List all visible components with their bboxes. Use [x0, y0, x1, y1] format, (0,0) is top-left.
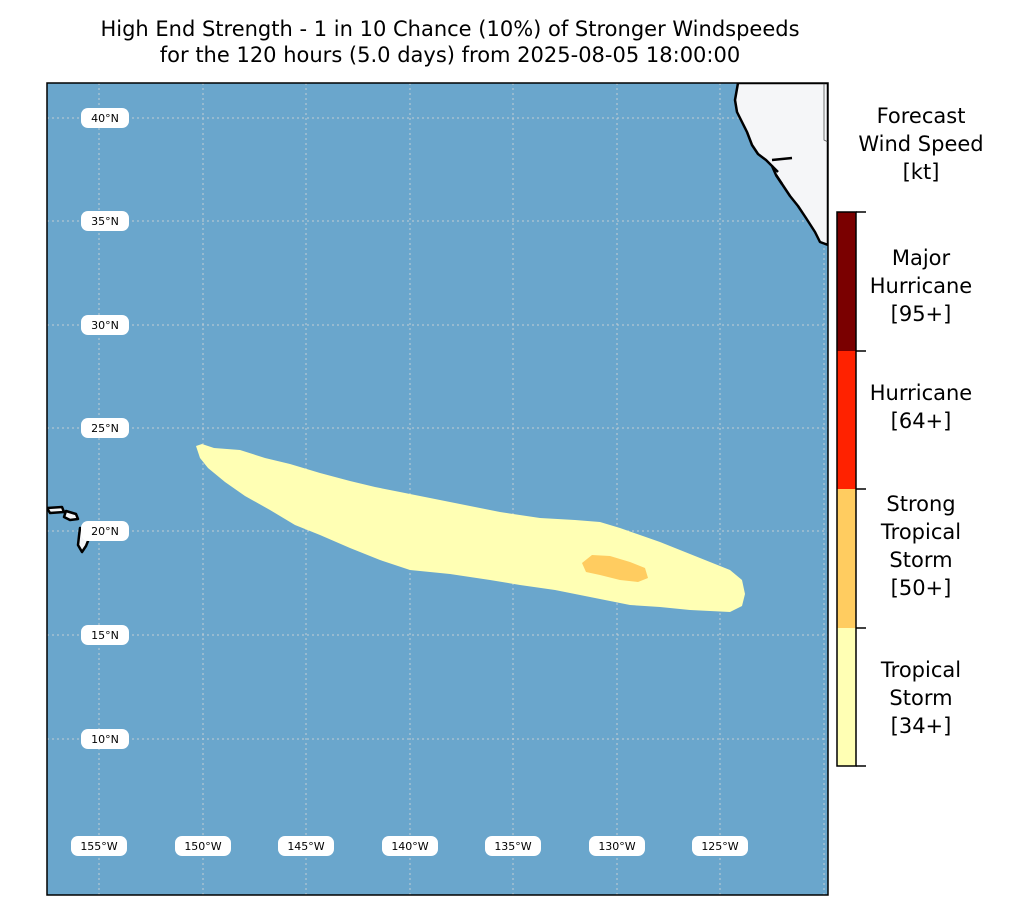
lon-label-text: 145°W — [287, 840, 324, 853]
lat-label-text: 30°N — [91, 319, 119, 332]
lon-label-text: 130°W — [598, 840, 635, 853]
lon-label-text: 125°W — [701, 840, 738, 853]
map-area — [47, 83, 828, 895]
legend-label-tropical-storm: Tropical Storm [34+] — [852, 656, 990, 740]
title-line-2: for the 120 hours (5.0 days) from 2025-0… — [159, 43, 741, 67]
colorbar-hurricane — [837, 351, 856, 489]
legend-label-hurricane: Hurricane [64+] — [852, 379, 990, 435]
legend-label-line: Strong — [886, 492, 956, 516]
legend-label-line: Tropical — [880, 520, 962, 544]
lon-label: 140°W — [382, 836, 438, 856]
border-line — [823, 83, 828, 143]
legend-label-line: Major — [891, 246, 951, 270]
lat-label-text: 40°N — [91, 112, 119, 125]
colorbar — [836, 211, 866, 767]
ocean-background — [47, 83, 828, 895]
lon-label: 130°W — [589, 836, 645, 856]
longitude-labels: 155°W 150°W 145°W 140°W 135°W 130°W 125°W — [71, 836, 748, 856]
lon-label-text: 150°W — [184, 840, 221, 853]
legend-label-line: [34+] — [890, 714, 952, 738]
lon-label-text: 155°W — [80, 840, 117, 853]
lat-label-text: 15°N — [91, 629, 119, 642]
lat-label-text: 20°N — [91, 525, 119, 538]
colorbar-strong-tropical-storm — [837, 489, 856, 628]
lat-label: 15°N — [81, 625, 129, 645]
colorbar-tropical-storm — [837, 628, 856, 766]
lon-label: 145°W — [278, 836, 334, 856]
colorbar-major-hurricane — [837, 212, 856, 351]
lat-label: 35°N — [81, 211, 129, 231]
legend-label-line: Hurricane — [869, 274, 973, 298]
lat-label-text: 35°N — [91, 215, 119, 228]
legend-label-line: Storm — [889, 548, 953, 572]
legend-label-line: [95+] — [890, 302, 952, 326]
legend-label-line: Hurricane — [869, 381, 973, 405]
legend-title-line: [kt] — [902, 160, 940, 184]
lat-label: 20°N — [81, 521, 129, 541]
map-frame — [46, 82, 829, 896]
lat-label: 40°N — [81, 108, 129, 128]
legend-title: Forecast Wind Speed [kt] — [838, 102, 1004, 186]
legend-title-line: Forecast — [876, 104, 966, 128]
legend-title-line: Wind Speed — [858, 132, 984, 156]
lat-label: 25°N — [81, 418, 129, 438]
chart-title: High End Strength - 1 in 10 Chance (10%)… — [0, 16, 900, 68]
lon-label: 135°W — [485, 836, 541, 856]
lat-label-text: 10°N — [91, 733, 119, 746]
strong-tropical-storm-swath — [582, 555, 648, 582]
lat-label: 30°N — [81, 315, 129, 335]
lat-label-text: 25°N — [91, 422, 119, 435]
legend-label-major-hurricane: Major Hurricane [95+] — [852, 244, 990, 328]
lat-label: 10°N — [81, 729, 129, 749]
legend-label-line: [64+] — [890, 409, 952, 433]
coast-detail — [771, 156, 793, 185]
colorbar-ticks — [856, 211, 866, 767]
legend-label-line: [50+] — [890, 576, 952, 600]
title-line-1: High End Strength - 1 in 10 Chance (10%)… — [100, 17, 800, 41]
legend-label-line: Tropical — [880, 658, 962, 682]
lon-label: 125°W — [692, 836, 748, 856]
legend-label-strong-tropical-storm: Strong Tropical Storm [50+] — [852, 490, 990, 602]
legend-label-line: Storm — [889, 686, 953, 710]
lon-label-text: 140°W — [391, 840, 428, 853]
lon-label: 155°W — [71, 836, 127, 856]
lon-label-text: 135°W — [494, 840, 531, 853]
latitude-labels: 40°N 35°N 30°N 25°N 20°N 15°N 10°N — [81, 108, 129, 749]
lon-label: 150°W — [175, 836, 231, 856]
